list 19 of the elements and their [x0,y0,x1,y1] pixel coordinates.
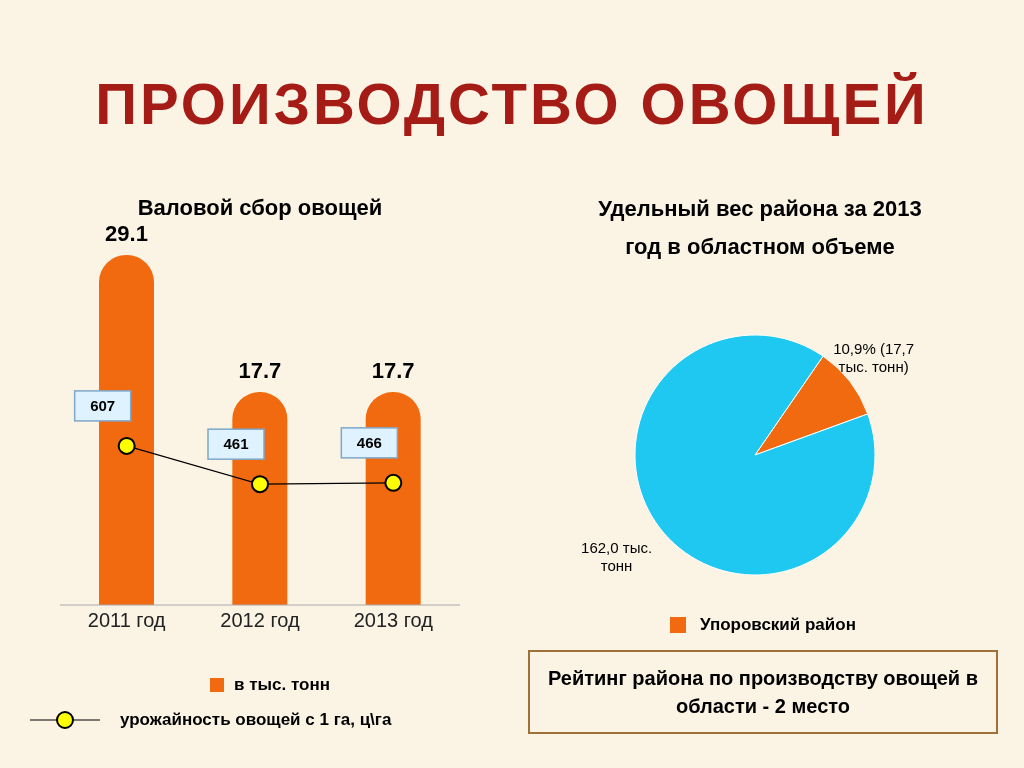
data-label: 466 [356,433,382,451]
chart-subtitle: Валовой сбор овощей [136,195,384,221]
legend-label: Упоровский район [700,615,856,635]
chart-title: Удельный вес района за 2013 год в областном объеме [597,195,923,261]
data-label: 461 [223,435,249,453]
legend-label: урожайность овощей с 1 га, ц\га [120,710,392,730]
data-label: 162,0 тыс. тонн [581,539,653,575]
data-label: 17.7 [238,358,282,384]
pie-slice [754,355,869,456]
data-label: 10,9% (17,7 тыс. тонн) [833,340,915,376]
data-label: 607 [90,396,116,414]
x-tick-label: 2012 год [220,609,300,632]
chart-title: ПРОИЗВОДСТВО ОВОЩЕЙ [94,70,930,137]
data-label: 17.7 [371,358,415,384]
x-tick-label: 2011 год [87,609,166,632]
data-label: 29.1 [105,221,148,246]
text: Рейтинг района по производству овощей в области - 2 место [528,650,998,734]
legend-label: в тыс. тонн [234,675,330,695]
x-tick-label: 2013 год [353,609,434,632]
